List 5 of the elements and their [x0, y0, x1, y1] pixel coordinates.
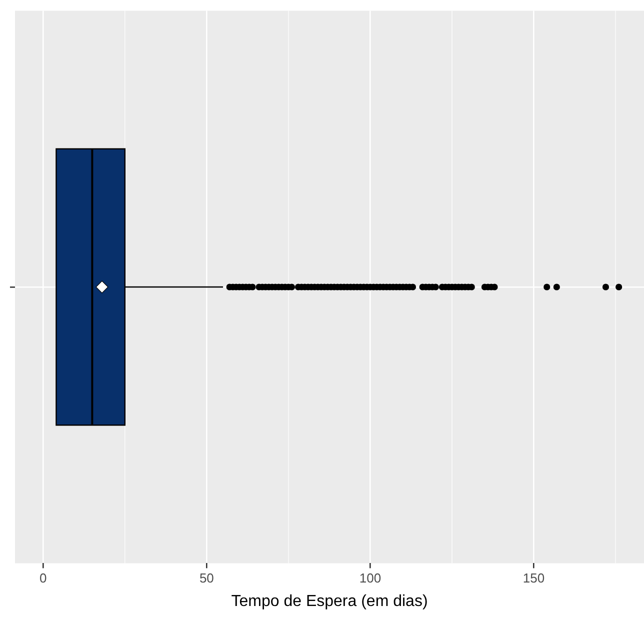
x-tick-label: 100: [359, 570, 382, 586]
x-tick-label: 0: [40, 570, 47, 586]
x-tick-label: 50: [199, 570, 214, 586]
x-tick-label: 150: [522, 570, 545, 586]
x-axis-title: Tempo de Espera (em dias): [231, 592, 428, 610]
